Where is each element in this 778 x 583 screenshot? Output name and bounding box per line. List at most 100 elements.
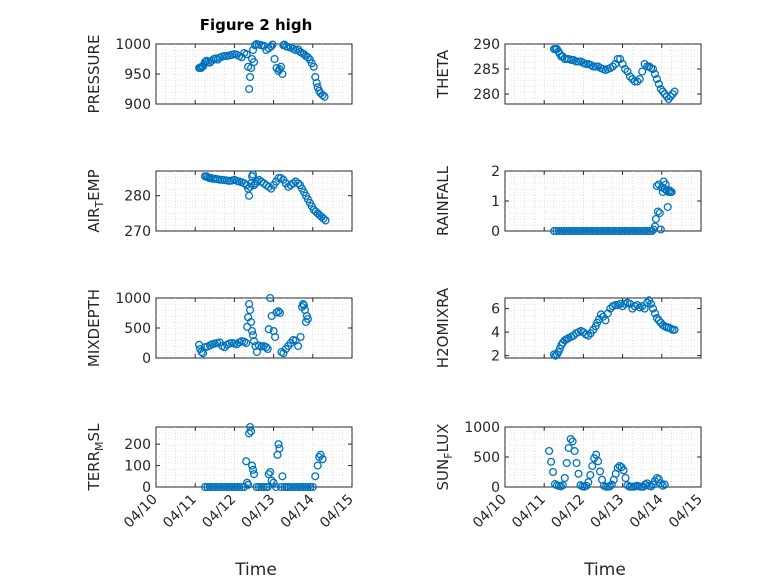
data-point	[274, 307, 283, 316]
y-axis-label-main: THETA	[434, 49, 452, 99]
data-point	[650, 69, 659, 79]
data-point	[247, 326, 257, 336]
data-point	[249, 337, 259, 346]
data-point	[656, 225, 665, 234]
data-point	[248, 331, 258, 340]
x-tick-label: 04/15	[666, 492, 706, 532]
y-axis-label-subscript: T	[93, 201, 106, 209]
data-point	[594, 457, 603, 466]
data-point	[654, 316, 663, 325]
data-point	[220, 51, 229, 61]
y-axis-label-main: PRESSURE	[85, 35, 103, 114]
y-tick-label: 4	[491, 325, 500, 341]
data-point	[296, 332, 305, 342]
data-point	[247, 427, 256, 436]
data-point	[316, 450, 325, 459]
y-axis-label: MIXDEPTH	[85, 289, 103, 367]
subplot-1: 900 950 1000 PRESSURE	[85, 35, 353, 114]
data-point	[603, 309, 612, 318]
subplot-7: 0 100 200 04/10 04/11 04/12 04/13 04/14 04/15 TER…	[85, 423, 357, 531]
data-point	[670, 325, 679, 334]
data-point	[249, 57, 259, 67]
data-point	[248, 465, 258, 474]
x-tick-label: 04/15	[317, 492, 357, 532]
data-point	[271, 482, 281, 492]
data-point	[245, 84, 254, 94]
data-point	[625, 299, 634, 308]
data-point	[574, 469, 583, 478]
figure-title: Figure 2 high	[200, 16, 313, 34]
data-point	[596, 467, 605, 476]
y-axis-label: H2OMIXRA	[434, 287, 452, 368]
data-point	[308, 482, 317, 492]
data-point	[303, 53, 312, 62]
data-point	[619, 466, 628, 475]
y-tick-label: 280	[473, 87, 500, 103]
data-point	[665, 186, 674, 195]
data-point	[584, 478, 593, 487]
y-axis-label: THETA	[434, 49, 452, 99]
data-point	[303, 482, 312, 492]
y-axis-label-main: TERR	[85, 451, 103, 492]
data-point	[591, 62, 600, 71]
data-point	[545, 446, 554, 456]
data-point	[547, 457, 556, 466]
data-point	[262, 343, 271, 352]
y-tick-label: 950	[124, 67, 151, 83]
data-point	[648, 64, 658, 74]
data-point	[267, 42, 276, 51]
data-point	[271, 332, 280, 342]
data-point	[640, 59, 649, 69]
y-tick-label: 200	[124, 437, 151, 453]
subplot-6: 2 4 6 H2OMIXRA	[434, 287, 702, 368]
data-point	[299, 301, 309, 310]
data-point	[266, 467, 275, 477]
data-point	[652, 313, 661, 323]
subplot-4: 0 1 2 RAINFALL	[434, 164, 702, 240]
data-point	[303, 314, 312, 324]
y-axis-label-subscript: F	[442, 452, 455, 458]
data-point	[278, 69, 287, 79]
data-point	[244, 480, 253, 489]
x-tick-label: 04/11	[160, 492, 200, 532]
data-point	[275, 444, 284, 453]
data-point	[660, 480, 669, 489]
y-axis-label-subscript: M	[93, 441, 106, 451]
y-axis-label: AIRTEMP	[85, 169, 106, 232]
data-point	[247, 461, 257, 470]
data-point	[267, 476, 276, 485]
x-axis-label-right: Time	[583, 560, 626, 580]
data-point	[651, 214, 660, 224]
data-point	[246, 305, 255, 315]
subplot-5: 0 500 1000 MIXDEPTH	[85, 289, 353, 367]
data-point	[568, 437, 577, 446]
data-point	[588, 461, 597, 471]
data-point	[560, 473, 569, 483]
data-point	[655, 208, 664, 218]
data-point	[246, 72, 255, 82]
y-tick-label: 2	[491, 349, 500, 365]
x-tick-label: 04/13	[588, 492, 628, 532]
subplot-8: 0 500 1000 04/10 04/11 04/12 04/13 04/14 04/15 SU…	[434, 420, 706, 531]
y-axis-label-tail: SL	[85, 423, 103, 442]
data-point	[613, 54, 622, 64]
y-axis-label: SUNFLUX	[434, 424, 455, 491]
y-axis-label-main: SUN	[434, 459, 452, 491]
data-point	[235, 482, 244, 492]
x-axis-label-left: Time	[234, 560, 277, 580]
x-tick-label: 04/14	[278, 491, 318, 531]
data-point	[667, 187, 676, 197]
y-tick-label: 1	[491, 194, 500, 210]
data-point	[654, 79, 663, 89]
data-point	[574, 57, 583, 66]
data-point	[309, 62, 318, 71]
data-point	[570, 446, 579, 456]
y-tick-label: 0	[491, 224, 500, 240]
data-point	[276, 62, 286, 71]
data-point	[567, 55, 576, 65]
data-point	[572, 458, 581, 468]
data-point	[246, 422, 255, 432]
data-point	[662, 186, 671, 195]
x-tick-label: 04/13	[239, 492, 279, 532]
x-tick-label: 04/10	[470, 492, 510, 532]
